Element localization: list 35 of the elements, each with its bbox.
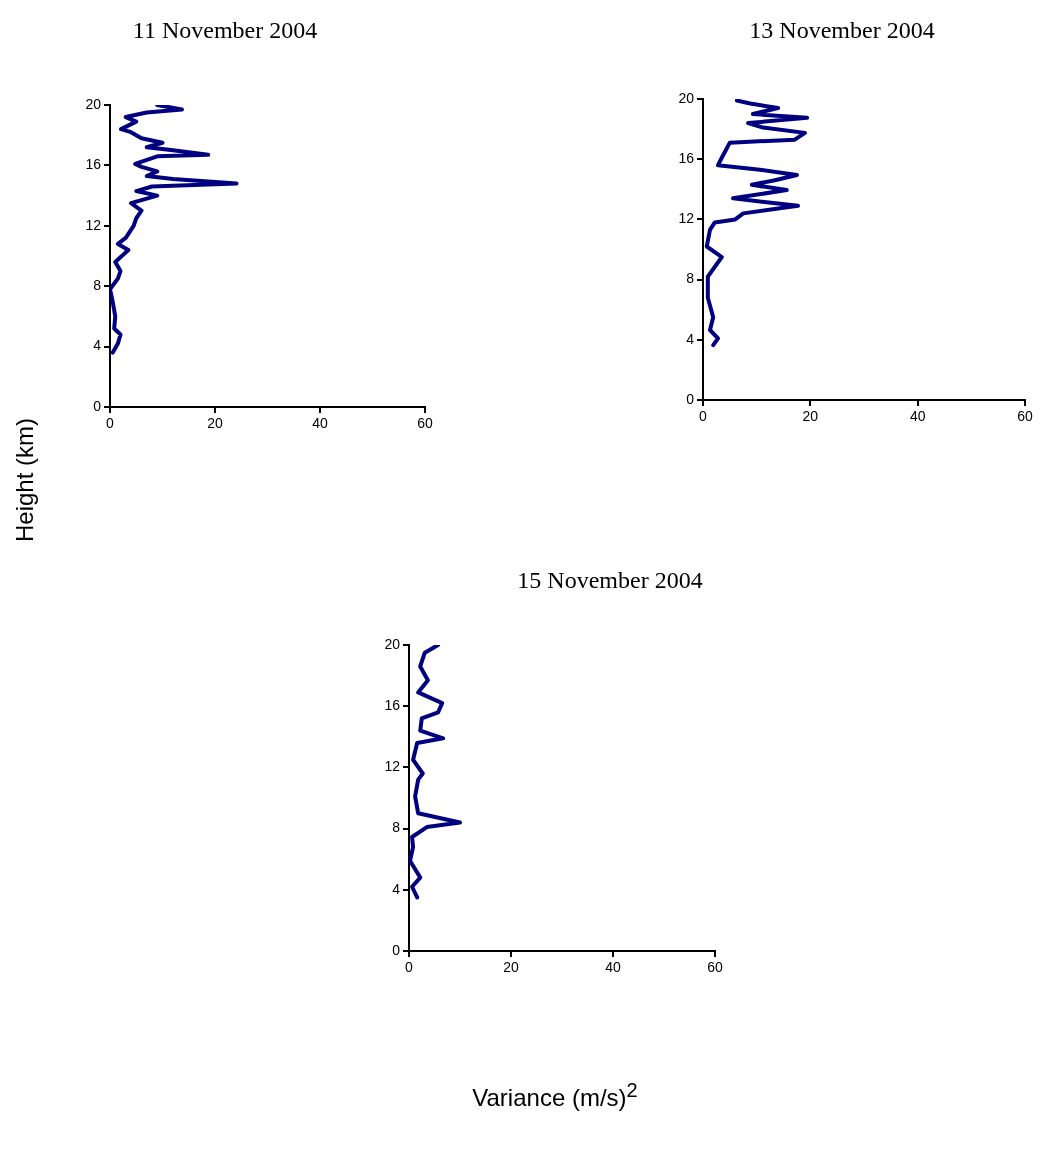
y-tick-label: 4	[392, 880, 401, 897]
y-tick-label: 20	[678, 89, 695, 106]
x-tick-label: 60	[417, 415, 433, 432]
y-tick-label: 8	[392, 819, 401, 836]
x-axis-title: Variance (m/s)$^{2}$	[471, 1078, 639, 1113]
y-tick-label: 0	[93, 397, 102, 414]
y-tick-label: 4	[93, 337, 102, 354]
x-tick-label: 20	[503, 959, 519, 976]
y-tick-label: 0	[392, 941, 401, 958]
x-tick-label: 20	[802, 408, 819, 425]
x-tick-label: 60	[707, 959, 723, 976]
x-tick-label: 0	[106, 415, 115, 432]
y-tick-label: 8	[686, 270, 695, 287]
y-tick-label: 16	[85, 156, 102, 173]
y-tick-label: 4	[686, 330, 695, 347]
y-tick-label: 0	[686, 390, 695, 407]
y-tick-label: 20	[85, 95, 102, 112]
y-tick-label: 20	[384, 635, 401, 652]
y-tick-label: 8	[93, 277, 102, 294]
y-tick-label: 12	[85, 216, 102, 233]
chart-title: 11 November 2004	[131, 16, 319, 45]
chart-title: 13 November 2004	[748, 16, 936, 45]
x-tick-label: 40	[605, 959, 621, 976]
x-tick-label: 0	[699, 408, 708, 425]
y-axis-title: Height (km)	[10, 417, 39, 544]
chart-title: 15 November 2004	[516, 566, 704, 595]
x-tick-label: 40	[909, 408, 926, 425]
y-tick-label: 12	[384, 758, 401, 775]
x-tick-label: 0	[405, 959, 414, 976]
y-tick-label: 16	[384, 697, 401, 714]
x-tick-label: 20	[207, 415, 223, 432]
x-tick-label: 40	[312, 415, 328, 432]
x-tick-label: 60	[1017, 408, 1033, 425]
y-tick-label: 16	[678, 150, 695, 167]
y-tick-label: 12	[678, 210, 695, 227]
